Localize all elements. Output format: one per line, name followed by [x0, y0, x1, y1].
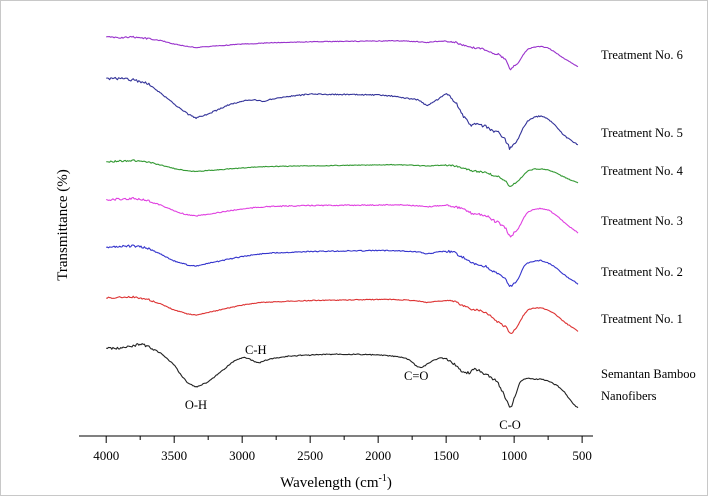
- peak-label-1: O-H: [185, 398, 207, 412]
- x-axis-title-main: Wavelength (cm: [280, 475, 379, 491]
- y-axis-title: Transmittance (%): [55, 169, 71, 281]
- spectrum-line-6: [106, 295, 579, 334]
- series-label-7: Semantan Bamboo Nanofibers: [601, 367, 696, 403]
- x-axis-title: Wavelength (cm-1): [280, 473, 392, 491]
- peak-label-2: C-H: [245, 343, 267, 357]
- x-tick-label-1: 4000: [93, 448, 119, 463]
- series-label-2: Treatment No. 5: [601, 126, 683, 140]
- series-label-4: Treatment No. 3: [601, 214, 683, 228]
- spectrum-line-1: [106, 35, 579, 71]
- series-labels: Treatment No. 6 Treatment No. 5 Treatment …: [601, 48, 696, 403]
- spectrum-line-5: [106, 244, 579, 287]
- series-label-6: Treatment No. 1: [601, 312, 683, 326]
- peak-labels: O-H C-H C=O C-O: [185, 343, 521, 432]
- x-tick-label-4: 2500: [297, 448, 323, 463]
- x-tick-label-2: 3500: [161, 448, 187, 463]
- series-label-5-line-1: Treatment No. 2: [601, 265, 683, 279]
- series-label-5: Treatment No. 2: [601, 265, 683, 279]
- spectrum-line-4: [106, 196, 579, 238]
- peak-label-4: C-O: [499, 418, 521, 432]
- x-tick-label-7: 1000: [501, 448, 527, 463]
- series-label-3: Treatment No. 4: [601, 164, 684, 178]
- x-tick-label-8: 500: [572, 448, 592, 463]
- series-label-7-line-1: Semantan Bamboo: [601, 367, 696, 381]
- spectrum-line-7: [106, 343, 579, 409]
- spectra-layer: [106, 35, 579, 409]
- series-label-2-line-1: Treatment No. 5: [601, 126, 683, 140]
- spectrum-line-2: [106, 76, 579, 150]
- x-tick-label-5: 2000: [365, 448, 391, 463]
- x-tick-label-3: 3000: [229, 448, 255, 463]
- series-label-1-line-1: Treatment No. 6: [601, 48, 683, 62]
- series-label-7-line-2: Nanofibers: [601, 389, 657, 403]
- series-label-4-line-1: Treatment No. 3: [601, 214, 683, 228]
- series-label-1: Treatment No. 6: [601, 48, 683, 62]
- x-axis-title-suffix: ): [387, 475, 392, 491]
- x-axis-ticks: 4000 3500 3000 2500 2000 1500 1000 500: [93, 436, 592, 463]
- x-axis-title-superscript: -1: [379, 473, 387, 484]
- spectrum-line-3: [106, 159, 579, 187]
- series-label-3-line-1: Treatment No. 4: [601, 164, 684, 178]
- x-tick-label-6: 1500: [433, 448, 459, 463]
- series-label-6-line-1: Treatment No. 1: [601, 312, 683, 326]
- x-axis: 4000 3500 3000 2500 2000 1500 1000 500: [79, 435, 593, 463]
- peak-label-3: C=O: [404, 369, 428, 383]
